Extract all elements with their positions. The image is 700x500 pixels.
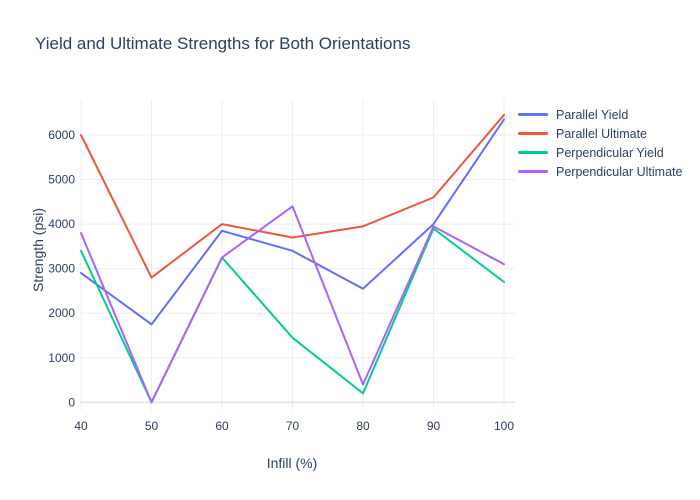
x-axis-title: Infill (%) xyxy=(267,455,318,471)
series-line-perpendicular-ultimate[interactable] xyxy=(80,205,505,404)
legend-line-swatch xyxy=(518,113,548,116)
y-tick-label: 6000 xyxy=(48,128,75,142)
x-tick-label: 100 xyxy=(494,419,514,433)
legend-label: Parallel Yield xyxy=(556,107,629,122)
legend-label: Perpendicular Yield xyxy=(556,145,664,160)
x-tick-label: 90 xyxy=(427,419,441,433)
legend-label: Perpendicular Ultimate xyxy=(556,164,683,179)
chart-title: Yield and Ultimate Strengths for Both Or… xyxy=(35,34,410,53)
x-tick-label: 60 xyxy=(215,419,229,433)
plot-area[interactable] xyxy=(80,100,515,410)
y-tick-label: 5000 xyxy=(48,173,75,187)
x-tick-label: 80 xyxy=(356,419,370,433)
grid-layer xyxy=(80,100,515,410)
y-tick-label: 4000 xyxy=(48,217,75,231)
y-tick-label: 1000 xyxy=(48,351,75,365)
series-line-parallel-yield[interactable] xyxy=(80,118,505,326)
legend-item-perpendicular-yield[interactable]: Perpendicular Yield xyxy=(518,143,682,162)
legend-item-perpendicular-ultimate[interactable]: Perpendicular Ultimate xyxy=(518,162,682,181)
legend-item-parallel-ultimate[interactable]: Parallel Ultimate xyxy=(518,124,682,143)
x-tick-label: 70 xyxy=(286,419,300,433)
x-tick-label: 50 xyxy=(145,419,159,433)
legend-line-swatch xyxy=(518,151,548,154)
x-tick-label: 40 xyxy=(74,419,88,433)
y-tick-label: 3000 xyxy=(48,262,75,276)
legend-line-swatch xyxy=(518,170,548,173)
legend-item-parallel-yield[interactable]: Parallel Yield xyxy=(518,105,682,124)
legend-line-swatch xyxy=(518,132,548,135)
y-axis-title: Strength (psi) xyxy=(30,208,46,292)
legend-label: Parallel Ultimate xyxy=(556,126,648,141)
legend: Parallel Yield Parallel Ultimate Perpendic… xyxy=(518,105,682,181)
y-tick-label: 0 xyxy=(68,395,75,409)
series-line-parallel-ultimate[interactable] xyxy=(80,113,505,279)
y-tick-label: 2000 xyxy=(48,306,75,320)
series-layer xyxy=(80,113,505,404)
